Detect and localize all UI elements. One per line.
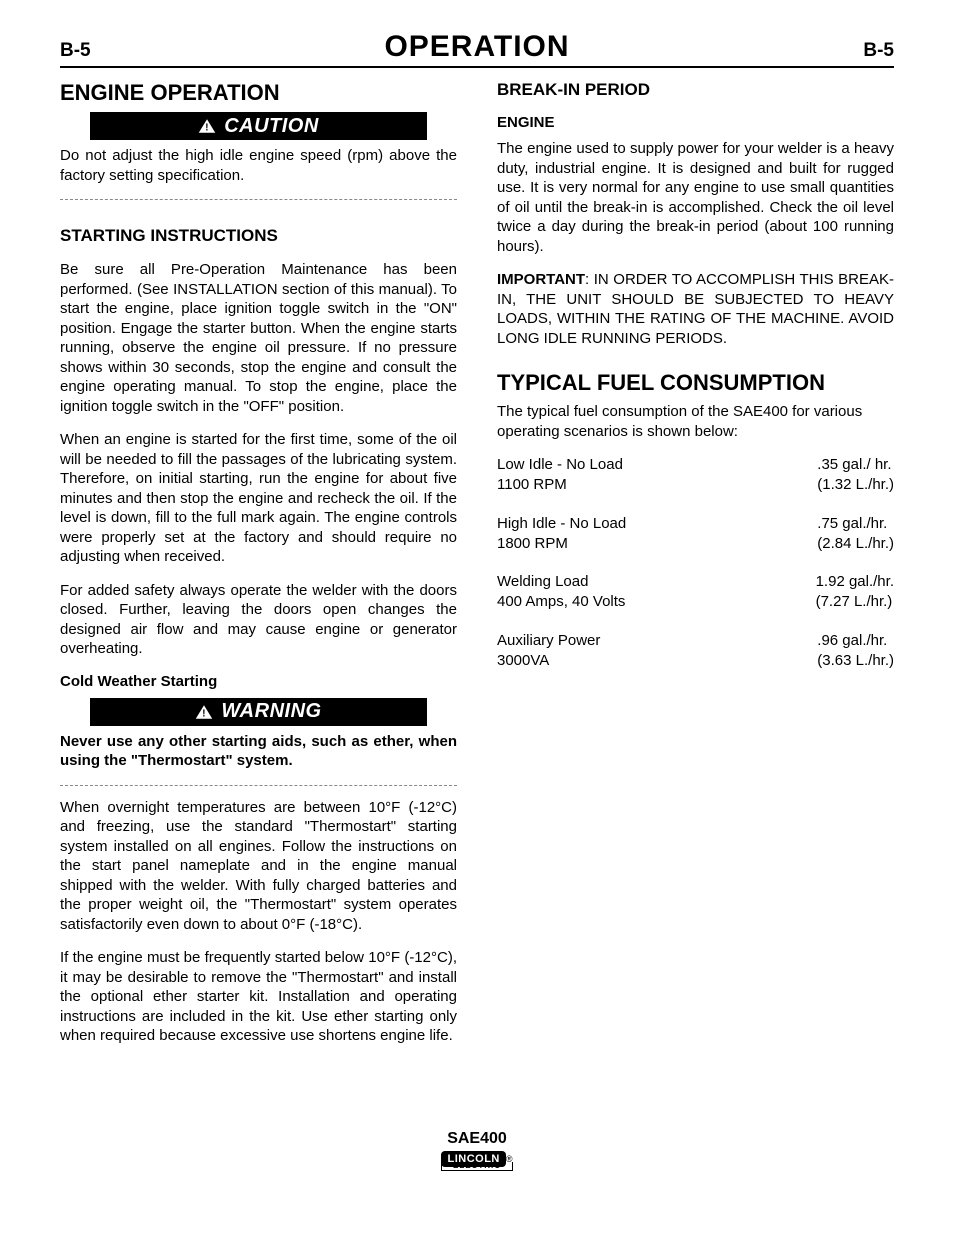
- svg-text:!: !: [203, 708, 207, 719]
- fuel-value-1: .75 gal./hr.: [817, 514, 894, 534]
- fuel-value: .75 gal./hr. (2.84 L./hr.): [817, 514, 894, 555]
- important-label: IMPORTANT: [497, 271, 585, 288]
- fuel-row: Low Idle - No Load 1100 RPM .35 gal./ hr…: [497, 455, 894, 496]
- fuel-row: High Idle - No Load 1800 RPM .75 gal./hr…: [497, 514, 894, 555]
- important-para: IMPORTANT: IN ORDER TO ACCOMPLISH THIS B…: [497, 270, 894, 348]
- warning-box: ! WARNING: [90, 698, 427, 726]
- heading-engine: ENGINE: [497, 114, 894, 131]
- fuel-value-1: 1.92 gal./hr.: [816, 572, 894, 592]
- heading-starting-instructions: STARTING INSTRUCTIONS: [60, 226, 457, 246]
- fuel-value-1: .96 gal./hr.: [817, 631, 894, 651]
- fuel-scenario: Welding Load 400 Amps, 40 Volts: [497, 572, 625, 613]
- right-column: BREAK-IN PERIOD ENGINE The engine used t…: [497, 80, 894, 1060]
- page-title: OPERATION: [384, 30, 569, 64]
- cold-para-2: If the engine must be frequently started…: [60, 948, 457, 1046]
- fuel-value-2: (3.63 L./hr.): [817, 651, 894, 671]
- svg-text:!: !: [205, 123, 209, 134]
- starting-para-1: Be sure all Pre-Operation Maintenance ha…: [60, 260, 457, 416]
- fuel-value: 1.92 gal./hr. (7.27 L./hr.): [816, 572, 894, 613]
- fuel-label-2: 1100 RPM: [497, 475, 623, 495]
- fuel-label-1: Auxiliary Power: [497, 631, 600, 651]
- fuel-label-1: High Idle - No Load: [497, 514, 626, 534]
- caution-text: Do not adjust the high idle engine speed…: [60, 146, 457, 185]
- fuel-label-2: 400 Amps, 40 Volts: [497, 592, 625, 612]
- fuel-scenario: Auxiliary Power 3000VA: [497, 631, 600, 672]
- cold-para-1: When overnight temperatures are between …: [60, 798, 457, 935]
- fuel-table: Low Idle - No Load 1100 RPM .35 gal./ hr…: [497, 455, 894, 671]
- left-column: ENGINE OPERATION ! CAUTION Do not adjust…: [60, 80, 457, 1060]
- starting-para-2: When an engine is started for the first …: [60, 430, 457, 567]
- divider: [60, 199, 457, 200]
- warning-text: Never use any other starting aids, such …: [60, 732, 457, 771]
- warning-triangle-icon: !: [195, 704, 213, 720]
- fuel-value-2: (7.27 L./hr.): [816, 592, 894, 612]
- heading-break-in: BREAK-IN PERIOD: [497, 80, 894, 100]
- fuel-row: Auxiliary Power 3000VA .96 gal./hr. (3.6…: [497, 631, 894, 672]
- page-number-right: B-5: [863, 40, 894, 62]
- heading-cold-weather: Cold Weather Starting: [60, 673, 457, 690]
- heading-fuel-consumption: TYPICAL FUEL CONSUMPTION: [497, 370, 894, 396]
- fuel-value-2: (2.84 L./hr.): [817, 534, 894, 554]
- warning-triangle-icon: !: [198, 118, 216, 134]
- heading-engine-operation: ENGINE OPERATION: [60, 80, 457, 106]
- page-header: B-5 OPERATION B-5: [60, 30, 894, 68]
- footer-model: SAE400: [0, 1130, 954, 1148]
- fuel-label-2: 1800 RPM: [497, 534, 626, 554]
- lincoln-electric-logo: LINCOLN® ELECTRIC: [441, 1152, 512, 1171]
- caution-label: CAUTION: [224, 115, 319, 138]
- page-footer: SAE400 LINCOLN® ELECTRIC: [0, 1130, 954, 1174]
- fuel-value-1: .35 gal./ hr.: [817, 455, 894, 475]
- fuel-value-2: (1.32 L./hr.): [817, 475, 894, 495]
- fuel-label-1: Low Idle - No Load: [497, 455, 623, 475]
- fuel-intro: The typical fuel consumption of the SAE4…: [497, 402, 894, 441]
- fuel-value: .35 gal./ hr. (1.32 L./hr.): [817, 455, 894, 496]
- divider: [60, 785, 457, 786]
- fuel-scenario: Low Idle - No Load 1100 RPM: [497, 455, 623, 496]
- break-in-para-1: The engine used to supply power for your…: [497, 139, 894, 256]
- caution-box: ! CAUTION: [90, 112, 427, 140]
- starting-para-3: For added safety always operate the weld…: [60, 581, 457, 659]
- content-columns: ENGINE OPERATION ! CAUTION Do not adjust…: [0, 80, 954, 1060]
- fuel-scenario: High Idle - No Load 1800 RPM: [497, 514, 626, 555]
- page-number-left: B-5: [60, 40, 91, 62]
- warning-label: WARNING: [221, 700, 321, 723]
- fuel-label-2: 3000VA: [497, 651, 600, 671]
- fuel-label-1: Welding Load: [497, 572, 625, 592]
- fuel-value: .96 gal./hr. (3.63 L./hr.): [817, 631, 894, 672]
- fuel-row: Welding Load 400 Amps, 40 Volts 1.92 gal…: [497, 572, 894, 613]
